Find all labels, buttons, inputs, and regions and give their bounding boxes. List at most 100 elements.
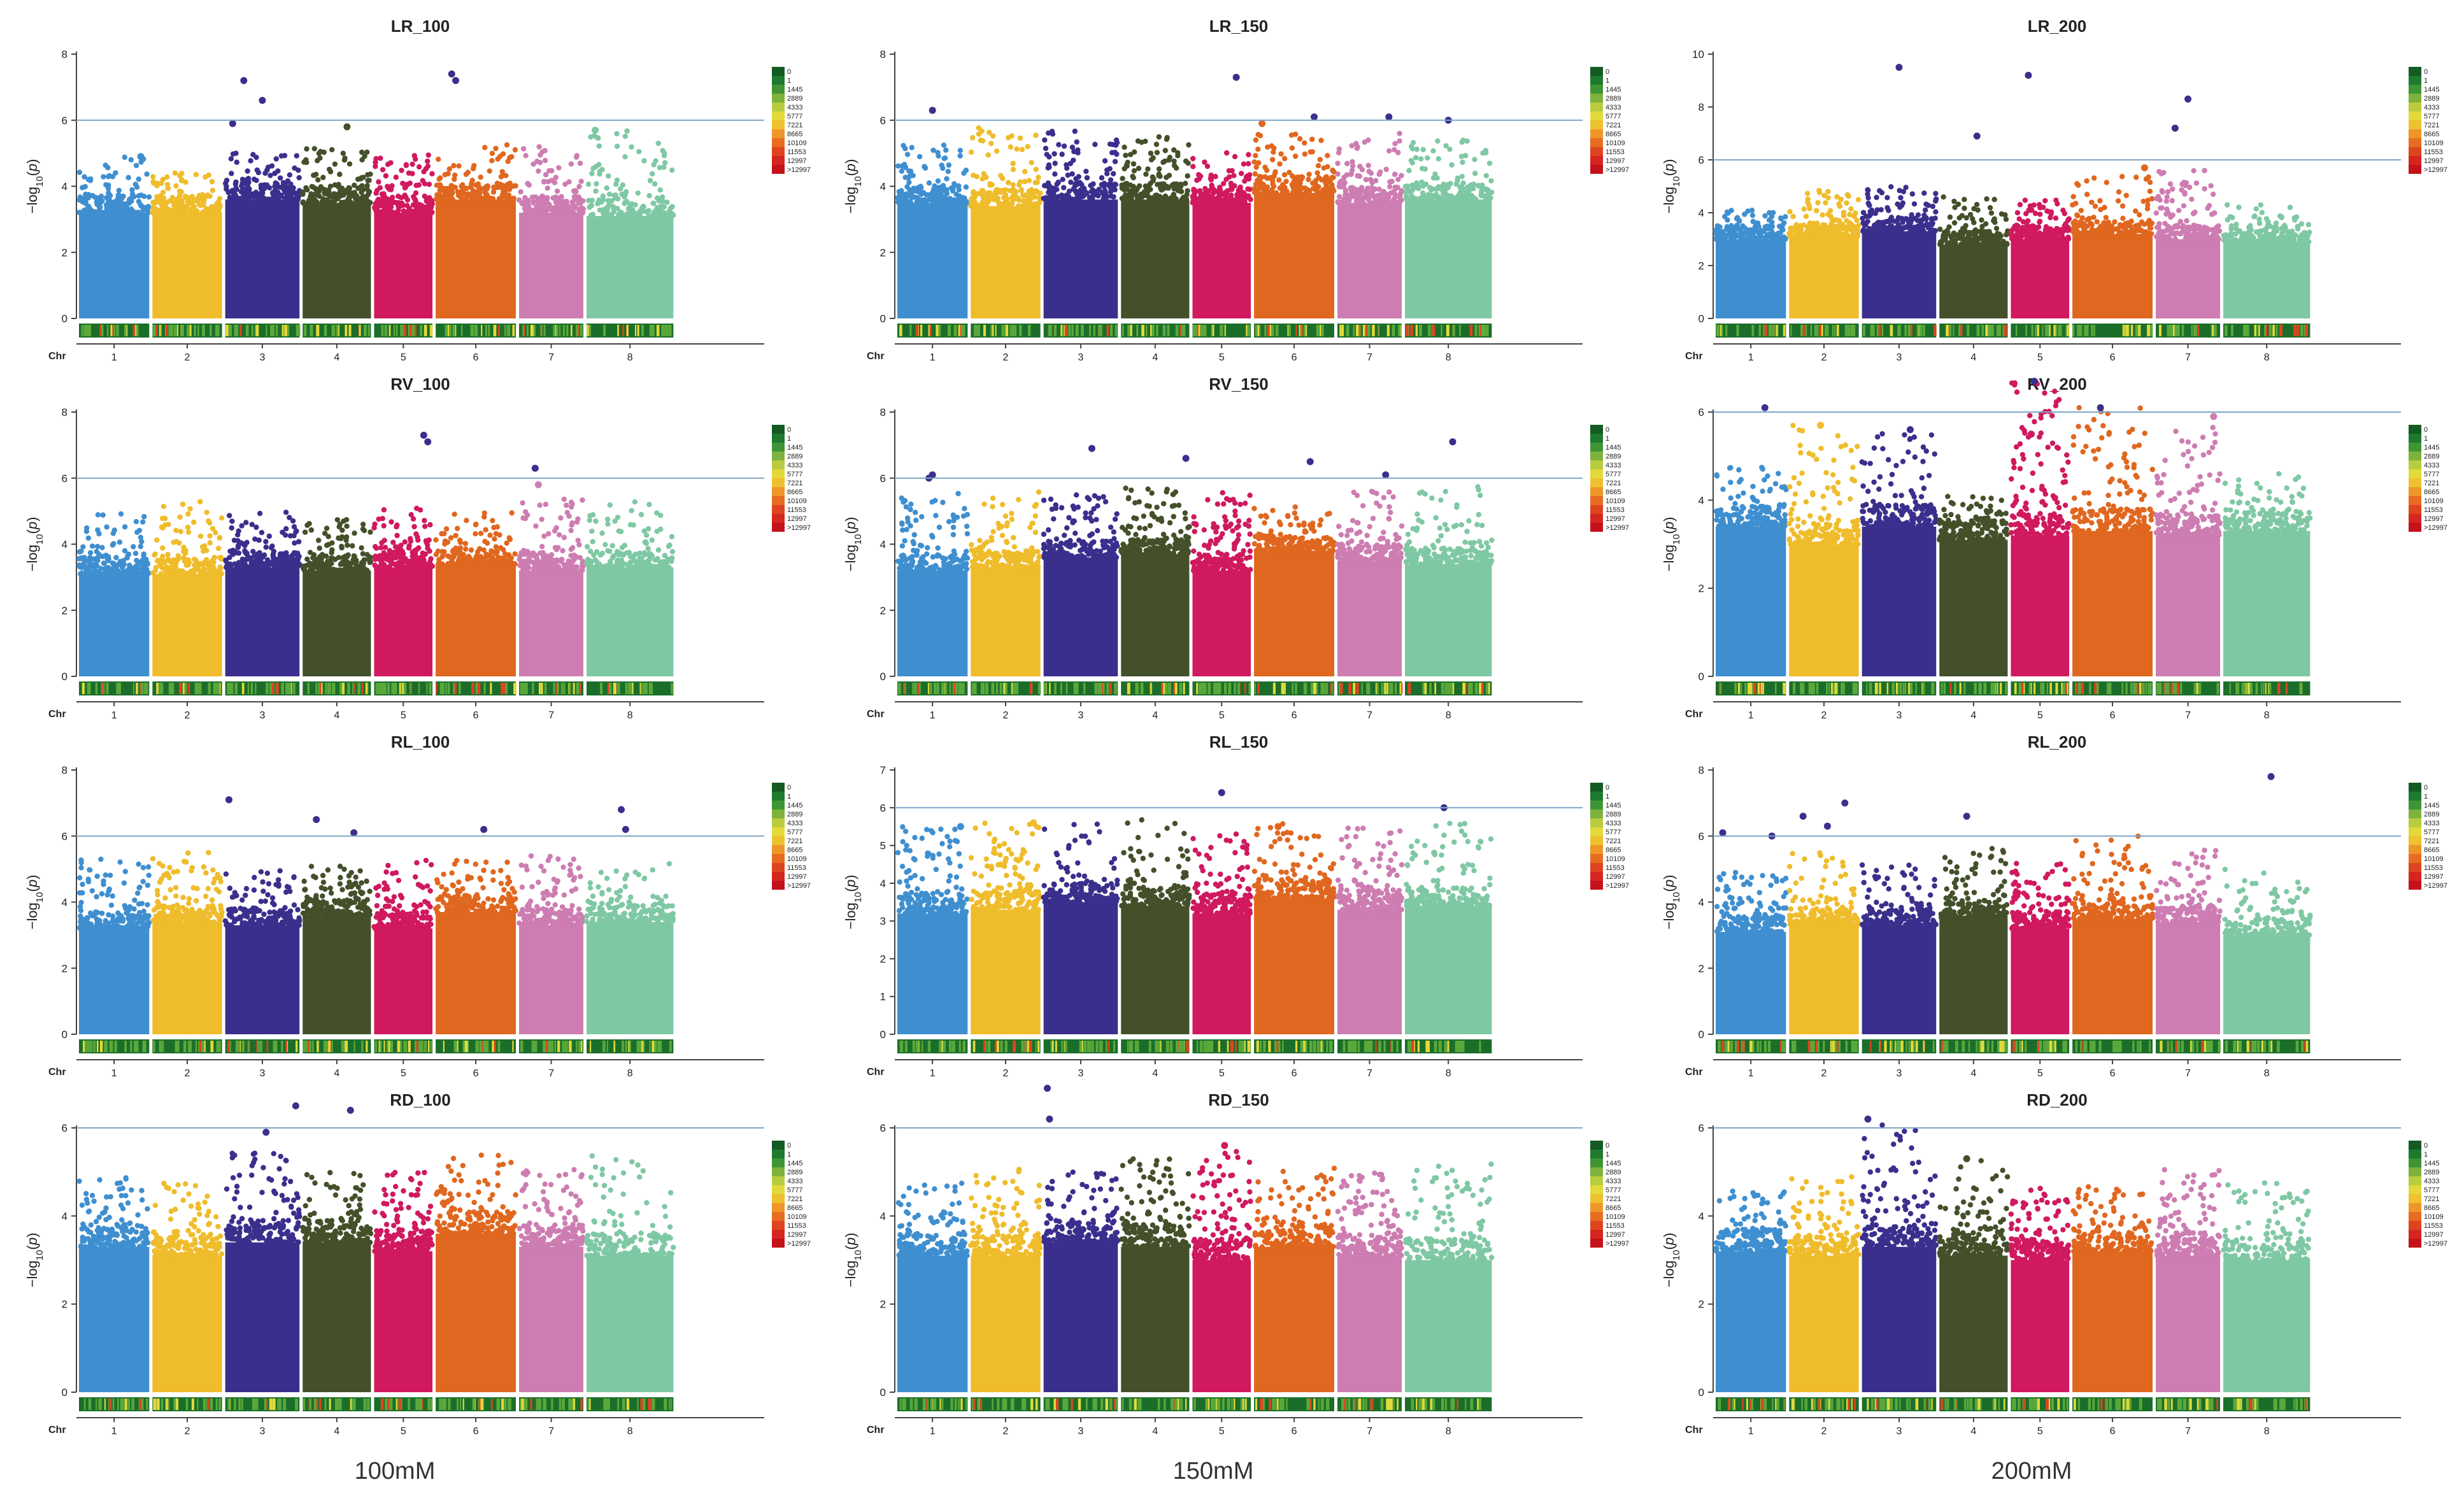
snp-point xyxy=(1092,141,1098,147)
density-mark xyxy=(1341,325,1344,336)
y-tick-label: 0 xyxy=(62,671,68,683)
snp-point xyxy=(590,166,596,171)
legend-swatch xyxy=(1590,165,1603,174)
snp-point xyxy=(1367,192,1373,197)
y-tick-label: 10 xyxy=(1692,48,1704,61)
snp-point xyxy=(1246,152,1251,158)
snp-point xyxy=(540,204,546,211)
legend-label: 0 xyxy=(2424,68,2428,76)
density-mark xyxy=(1481,325,1484,336)
snp-point xyxy=(1820,212,1825,218)
density-mark xyxy=(990,325,992,336)
snp-point xyxy=(1245,186,1251,192)
snp-point xyxy=(1277,161,1283,167)
snp-point xyxy=(97,208,103,214)
snp-point xyxy=(2304,234,2310,241)
density-mark xyxy=(1071,325,1073,336)
y-axis-title: −log10(p) xyxy=(24,517,45,572)
y-tick-label: 6 xyxy=(62,473,68,485)
snp-point xyxy=(2188,232,2193,239)
snp-point xyxy=(304,146,310,152)
snp-point xyxy=(1072,188,1078,194)
snp-point xyxy=(597,171,602,177)
snp-point xyxy=(100,553,106,559)
snp-point xyxy=(1022,178,1028,185)
snp-point xyxy=(1068,179,1074,185)
snp-point xyxy=(504,142,510,148)
snp-point xyxy=(948,185,954,191)
density-mark xyxy=(2254,325,2257,336)
density-mark xyxy=(953,325,957,336)
snp-point xyxy=(1986,229,1992,234)
peak-snp-point xyxy=(2140,164,2148,171)
density-mark xyxy=(1863,325,1865,336)
snp-point xyxy=(1025,201,1031,207)
snp-point xyxy=(111,541,117,546)
density-mark xyxy=(1075,325,1079,336)
snp-point xyxy=(388,187,394,192)
density-strip xyxy=(519,324,584,338)
snp-point xyxy=(2024,231,2030,237)
snp-point xyxy=(335,183,341,190)
density-mark xyxy=(106,325,109,336)
density-mark xyxy=(1221,325,1223,336)
snp-point xyxy=(1067,160,1074,167)
snp-point xyxy=(2227,214,2233,220)
snp-point xyxy=(1246,193,1251,199)
snp-point xyxy=(2154,224,2160,231)
density-mark xyxy=(1271,325,1274,336)
chr-density-body xyxy=(2011,239,2070,318)
snp-point xyxy=(1816,190,1823,196)
snp-point xyxy=(988,141,994,146)
snp-point xyxy=(1409,187,1415,194)
snp-point xyxy=(2017,202,2023,208)
snp-point xyxy=(95,512,101,518)
density-mark xyxy=(2031,325,2033,336)
snp-point xyxy=(2156,233,2162,239)
snp-point xyxy=(1975,207,1981,213)
snp-point xyxy=(497,153,503,159)
snp-point xyxy=(1088,183,1093,189)
snp-point xyxy=(2284,229,2290,235)
snp-point xyxy=(1448,193,1455,199)
y-tick-label: 8 xyxy=(880,48,886,61)
snp-point xyxy=(146,194,152,200)
legend-swatch xyxy=(1590,103,1603,111)
snp-point xyxy=(1228,180,1234,187)
density-mark xyxy=(2175,325,2178,336)
snp-point xyxy=(1270,181,1276,187)
snp-point xyxy=(1357,173,1363,180)
snp-point xyxy=(1321,165,1327,171)
snp-point xyxy=(2035,235,2041,241)
snp-point xyxy=(622,194,627,200)
density-mark xyxy=(2042,325,2044,336)
snp-point xyxy=(2291,217,2298,223)
snp-point xyxy=(624,128,630,134)
snp-point xyxy=(2004,241,2010,247)
snp-point xyxy=(661,164,667,170)
snp-point xyxy=(963,167,969,173)
snp-point xyxy=(1323,184,1329,190)
snp-point xyxy=(1281,155,1288,162)
snp-point xyxy=(542,157,548,164)
density-mark xyxy=(938,325,941,336)
snp-point xyxy=(179,178,185,183)
snp-point xyxy=(278,194,285,199)
density-mark xyxy=(1420,325,1422,336)
density-mark xyxy=(1827,325,1829,336)
peak-snp-point xyxy=(1311,113,1318,121)
snp-point xyxy=(182,208,189,214)
snp-point xyxy=(2128,224,2133,229)
snp-point xyxy=(95,527,101,533)
snp-point xyxy=(201,200,206,206)
chr-3-points xyxy=(1041,128,1120,318)
snp-point xyxy=(1372,199,1378,205)
chr-8-points xyxy=(1402,138,1495,318)
snp-point xyxy=(585,182,592,187)
snp-point xyxy=(1084,175,1090,181)
snp-point xyxy=(2003,232,2009,238)
snp-point xyxy=(1746,236,1752,241)
snp-point xyxy=(436,176,442,182)
snp-point xyxy=(1072,128,1078,134)
snp-point xyxy=(164,174,170,180)
